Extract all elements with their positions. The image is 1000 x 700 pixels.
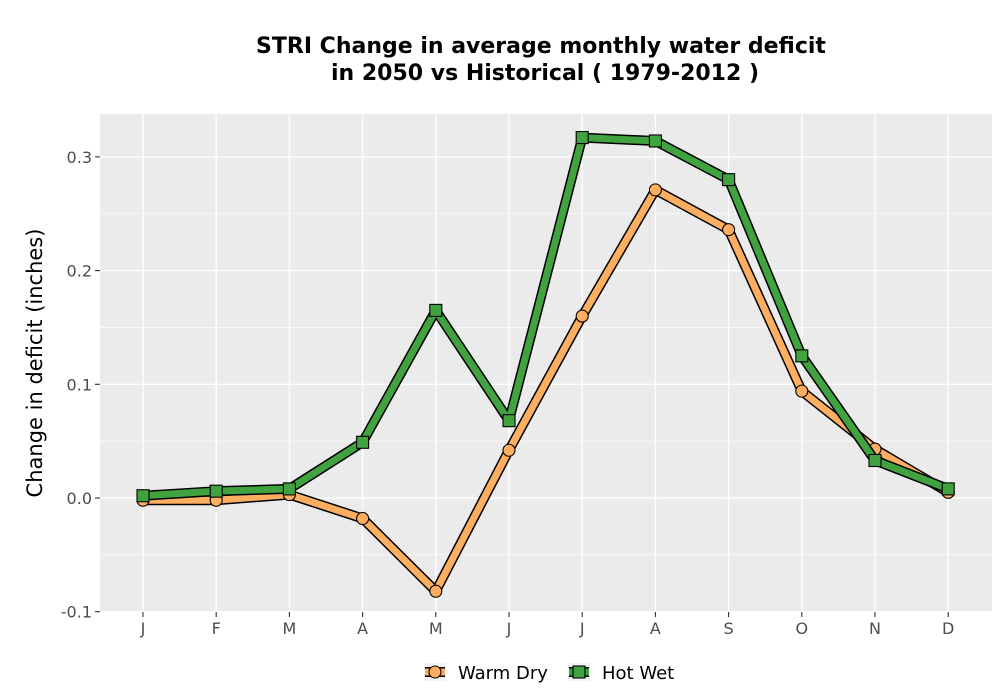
data-point [648, 183, 662, 197]
data-point [282, 482, 296, 496]
y-tick-label: 0.2 [67, 262, 92, 281]
x-tick-label: A [357, 619, 368, 638]
x-tick-label: D [942, 619, 954, 638]
data-point [941, 482, 955, 496]
x-tick-label: J [140, 619, 146, 638]
legend-key-marker [428, 665, 442, 679]
series-layer [136, 131, 955, 598]
chart-title-line-1: STRI Change in average monthly water def… [256, 34, 826, 59]
y-tick-label: 0.0 [67, 489, 92, 508]
data-point [502, 414, 516, 428]
series-line [139, 134, 952, 500]
data-point [356, 511, 370, 526]
x-tick-label: A [650, 619, 661, 638]
y-tick-label: 0.1 [67, 375, 92, 394]
data-point [429, 584, 443, 598]
series-1 [136, 131, 955, 503]
data-point [722, 223, 736, 237]
series-line [139, 186, 952, 595]
plot-panel [100, 114, 992, 612]
legend-key-marker [572, 665, 586, 679]
data-point [648, 134, 662, 148]
x-tick-label: N [869, 619, 881, 638]
x-tick-label: J [506, 619, 512, 638]
legend-label: Hot Wet [602, 663, 674, 684]
series-0 [136, 183, 955, 598]
x-tick-label: J [579, 619, 585, 638]
data-point [209, 484, 223, 498]
data-point [795, 349, 809, 363]
data-point [502, 443, 516, 457]
y-tick-label: -0.1 [61, 603, 92, 622]
legend: Warm Dry Hot Wet [424, 663, 674, 684]
x-tick-label: F [212, 619, 221, 638]
x-tick-label: S [724, 619, 734, 638]
y-axis-ticks: -0.1 0.0 0.1 0.2 0.3 [61, 148, 100, 622]
data-point [575, 131, 589, 145]
x-tick-label: M [429, 619, 443, 638]
legend-entry-1: Hot Wet [568, 663, 674, 684]
legend-entry-0: Warm Dry [424, 663, 548, 684]
data-point [722, 173, 736, 187]
y-axis-label: Change in deficit (inches) [23, 229, 47, 498]
legend-label: Warm Dry [458, 663, 548, 684]
x-tick-label: M [282, 619, 296, 638]
data-point [356, 435, 370, 449]
y-tick-label: 0.3 [67, 148, 92, 167]
data-point [136, 489, 150, 503]
chart-title-line-2: in 2050 vs Historical ( 1979-2012 ) [331, 61, 759, 86]
data-point [575, 309, 589, 323]
x-tick-label: O [796, 619, 809, 638]
data-point [868, 453, 882, 468]
data-point [429, 303, 443, 317]
data-point [795, 384, 809, 398]
